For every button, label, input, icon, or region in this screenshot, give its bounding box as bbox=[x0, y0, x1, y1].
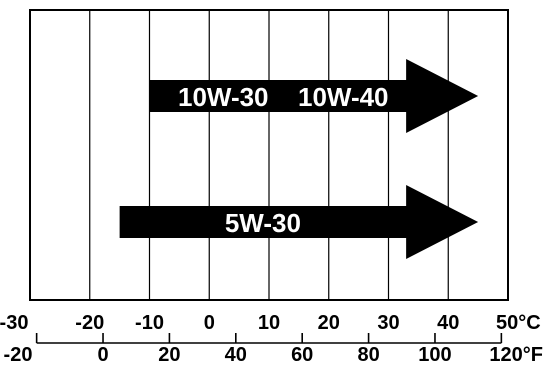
fahrenheit-tick-label: 60 bbox=[291, 344, 313, 366]
grade-label-10w-30: 10W-30 bbox=[178, 82, 269, 112]
celsius-tick-label: 50°C bbox=[496, 312, 541, 334]
viscosity-grade-label: 5W-30 bbox=[225, 208, 301, 238]
fahrenheit-axis: -20 0 20 40 60 80 100 120°F bbox=[4, 333, 543, 366]
celsius-tick-label: 0 bbox=[204, 312, 215, 334]
viscosity-arrow-5w-30 bbox=[119, 185, 479, 259]
fahrenheit-tick-label: 0 bbox=[97, 344, 108, 366]
chart-frame bbox=[29, 9, 509, 301]
fahrenheit-tick-label: 120°F bbox=[489, 344, 543, 366]
viscosity-grade-label: 10W-30 10W-40 bbox=[178, 82, 389, 112]
celsius-tick-label: -30 bbox=[0, 312, 28, 334]
fahrenheit-tick-label: -20 bbox=[4, 344, 33, 366]
fahrenheit-tick-label: 20 bbox=[158, 344, 180, 366]
celsius-tick-label: -20 bbox=[75, 312, 104, 334]
celsius-tick-label: 40 bbox=[437, 312, 459, 334]
grade-label-10w-40: 10W-40 bbox=[298, 82, 389, 112]
celsius-axis: -30 -20 -10 0 10 20 30 40 50°C bbox=[0, 312, 541, 334]
celsius-tick-label: 10 bbox=[258, 312, 280, 334]
celsius-tick-label: 30 bbox=[377, 312, 399, 334]
viscosity-ranges: 10W-30 10W-40 5W-30 bbox=[119, 59, 479, 259]
fahrenheit-tick-label: 80 bbox=[357, 344, 379, 366]
grid-lines bbox=[89, 10, 449, 300]
fahrenheit-tick-label: 40 bbox=[225, 344, 247, 366]
celsius-tick-label: -10 bbox=[135, 312, 164, 334]
celsius-tick-label: 20 bbox=[318, 312, 340, 334]
fahrenheit-tick-label: 100 bbox=[418, 344, 451, 366]
viscosity-arrow-10w-30-10w-40 bbox=[149, 59, 479, 133]
